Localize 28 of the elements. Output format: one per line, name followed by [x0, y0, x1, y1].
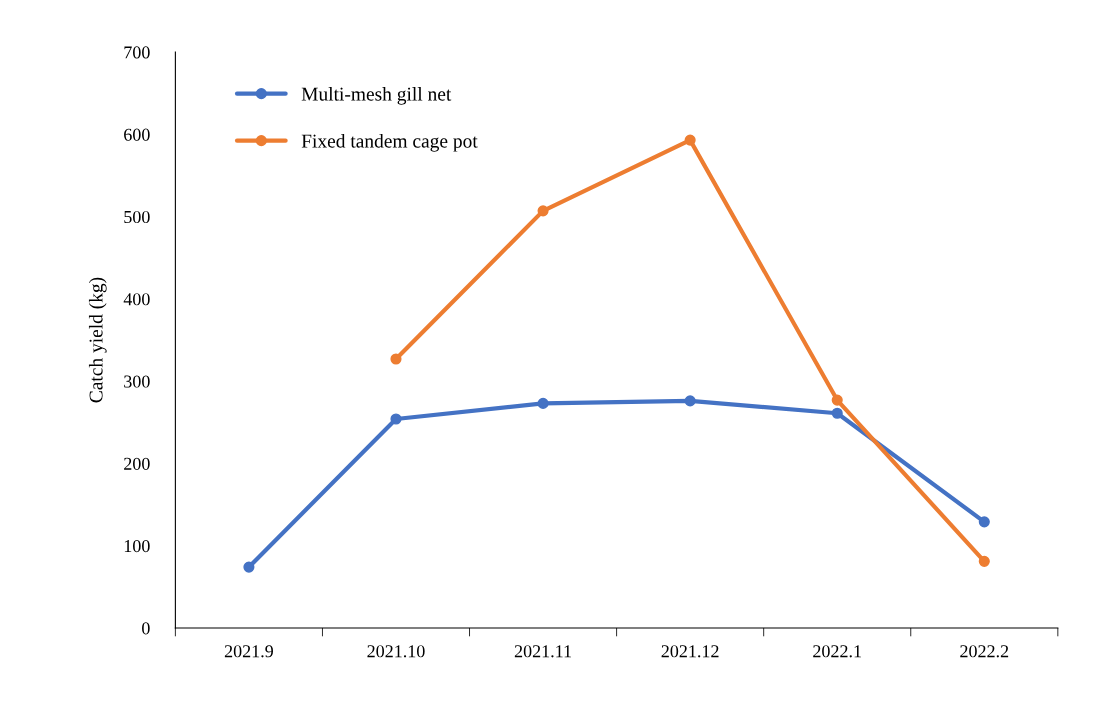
point [537, 397, 549, 409]
legend-label: Multi-mesh gill net [301, 86, 452, 105]
y-tick-label: 400 [123, 293, 150, 306]
x-tick-label: 2021.12 [661, 645, 719, 658]
point [390, 413, 402, 425]
x-tick-label: 2021.9 [224, 645, 273, 658]
y-tick-label: 700 [124, 46, 150, 59]
point [684, 134, 696, 146]
y-tick-label: 200 [124, 457, 150, 470]
point [831, 407, 843, 419]
y-tick-label: 100 [124, 539, 150, 553]
point [537, 205, 549, 217]
y-tick-label: 300 [124, 375, 150, 388]
y-tick-label: 0 [142, 622, 150, 635]
point [831, 394, 843, 406]
point [684, 395, 696, 407]
point [243, 561, 255, 573]
legend-label: Fixed tandem cage pot [301, 133, 478, 152]
point [978, 516, 990, 528]
point [390, 353, 402, 365]
x-tick-label: 2021.10 [367, 645, 425, 658]
x-tick-label: 2021.11 [514, 645, 571, 658]
x-tick-label: 2022.1 [813, 645, 861, 658]
y-tick-label: 600 [124, 128, 150, 141]
y-tick-label: 500 [124, 210, 150, 224]
x-tick-label: 2022.2 [960, 645, 1009, 658]
point [978, 555, 990, 567]
y-axis-title: Catch yield (kg) [88, 277, 107, 403]
